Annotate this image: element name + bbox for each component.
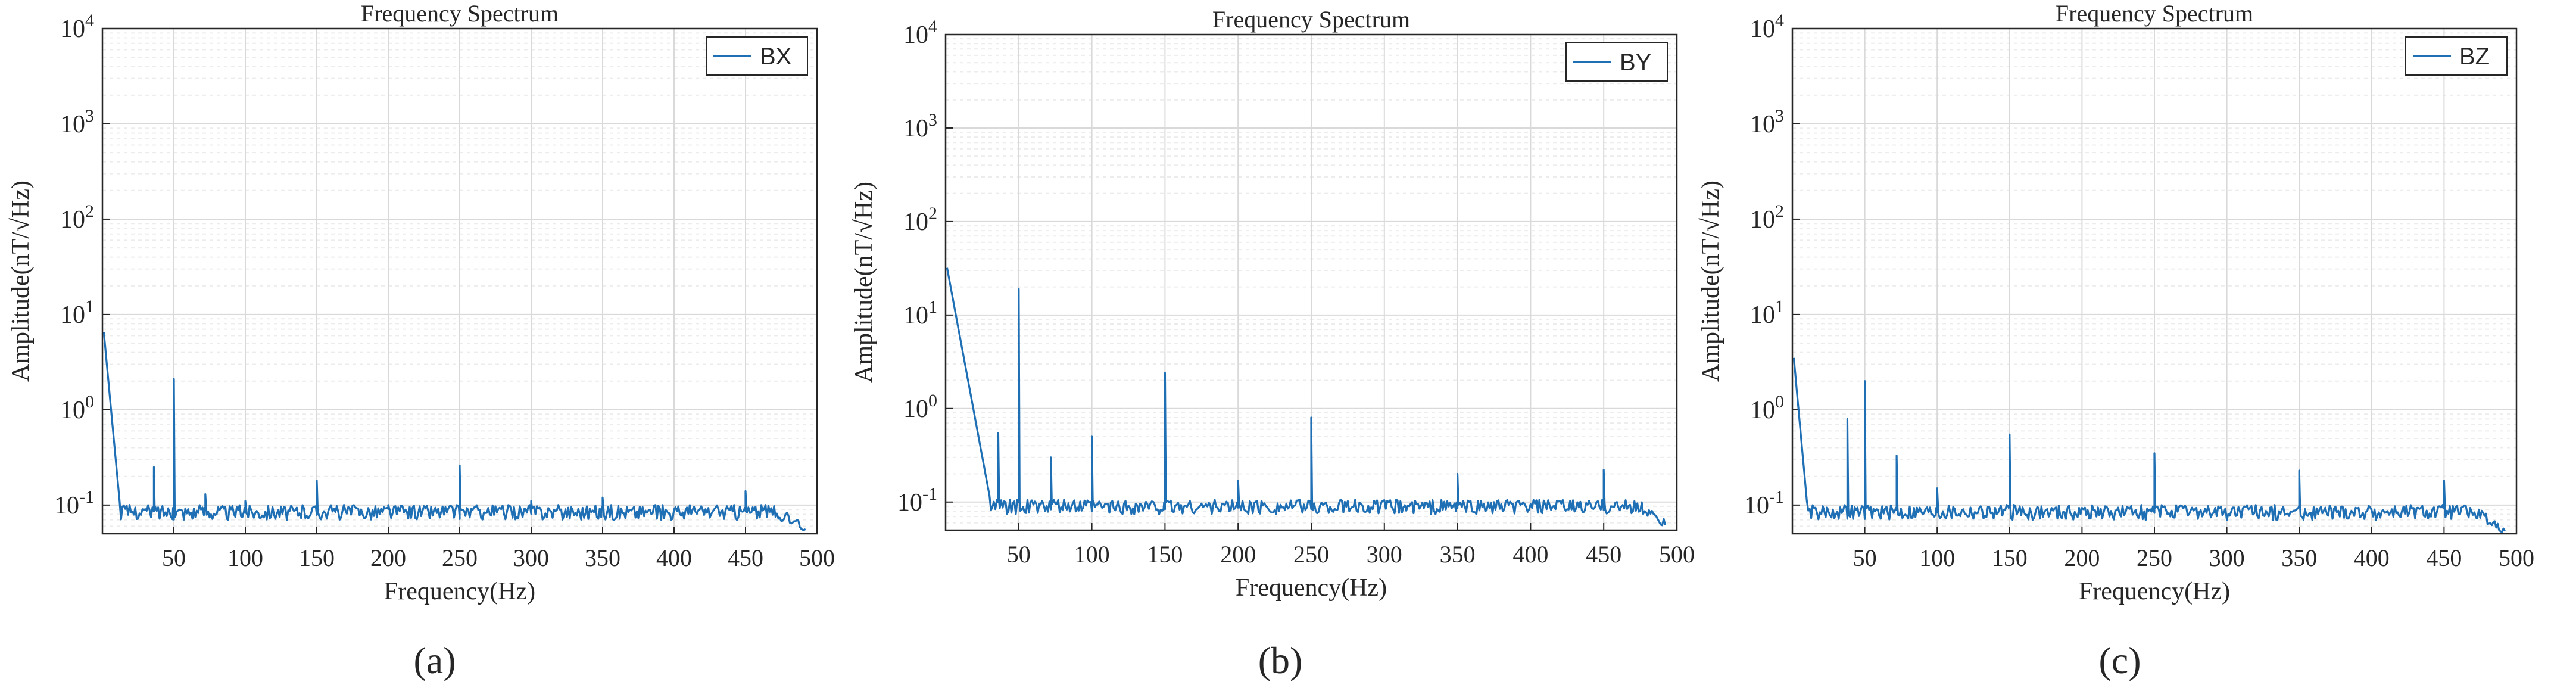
- legend-label: BZ: [2459, 43, 2490, 70]
- chart-title: Frequency Spectrum: [1212, 6, 1410, 33]
- y-tick-label: 10-1: [1744, 487, 1784, 519]
- x-tick-label: 200: [2064, 544, 2100, 571]
- axes-frame: [944, 33, 1678, 531]
- y-tick-label: 100: [60, 392, 94, 424]
- y-tick-label: 102: [60, 201, 94, 234]
- x-tick-label: 200: [1220, 541, 1256, 568]
- x-tick-label: 50: [162, 544, 186, 571]
- x-tick-label: 250: [2137, 544, 2172, 571]
- y-tick-label: 104: [60, 11, 94, 43]
- x-tick-label: 400: [656, 544, 692, 571]
- y-tick-label: 10-1: [54, 487, 94, 519]
- x-tick-label: 50: [1853, 544, 1877, 571]
- y-tick-label: 102: [1750, 201, 1784, 234]
- x-tick-label: 450: [1586, 541, 1621, 568]
- chart-panel-b: 50 100 150 200 250 300 350 400 450 500 10-1 100 101 1…: [850, 6, 1695, 602]
- x-tick-label: 350: [1440, 541, 1476, 568]
- y-tick-label: 102: [903, 204, 937, 236]
- y-axis-label: Amplitude(nT/√Hz): [1697, 180, 1724, 382]
- y-tick-label: 104: [1750, 11, 1784, 43]
- x-axis-label: Frequency(Hz): [1236, 574, 1387, 602]
- series-line-bz: [1792, 357, 2506, 533]
- x-axis-label: Frequency(Hz): [384, 578, 535, 605]
- series-line-by: [946, 267, 1666, 527]
- x-tick-label: 50: [1007, 541, 1031, 568]
- x-tick-label: 400: [1512, 541, 1548, 568]
- x-tick-label: 450: [728, 544, 763, 571]
- y-tick-label: 103: [903, 110, 937, 142]
- x-tick-label: 500: [799, 544, 835, 571]
- x-tick-label: 400: [2354, 544, 2390, 571]
- x-tick-label: 350: [585, 544, 620, 571]
- chart-title: Frequency Spectrum: [361, 0, 559, 27]
- x-tick-label: 350: [2281, 544, 2317, 571]
- x-tick-label: 250: [442, 544, 478, 571]
- x-tick-label: 500: [1659, 541, 1695, 568]
- x-tick-label: 200: [370, 544, 406, 571]
- legend-label: BY: [1620, 49, 1651, 76]
- legend-label: BX: [760, 43, 791, 70]
- y-tick-label: 100: [903, 391, 937, 423]
- x-tick-label: 100: [1074, 541, 1110, 568]
- panel-label-a: (a): [413, 639, 456, 681]
- y-tick-label: 10-1: [897, 484, 937, 516]
- y-tick-label: 103: [60, 106, 94, 138]
- chart-title: Frequency Spectrum: [2056, 0, 2253, 27]
- y-tick-label: 101: [60, 297, 94, 329]
- y-tick-label: 104: [903, 17, 937, 49]
- x-tick-label: 300: [513, 544, 549, 571]
- x-tick-label: 500: [2499, 544, 2534, 571]
- series-line-bx: [102, 332, 806, 531]
- panel-label-b: (b): [1258, 639, 1303, 681]
- x-tick-label: 150: [1147, 541, 1183, 568]
- panel-label-c: (c): [2098, 639, 2141, 681]
- y-tick-label: 101: [1750, 297, 1784, 329]
- x-tick-label: 300: [1367, 541, 1402, 568]
- y-tick-label: 100: [1750, 392, 1784, 424]
- x-tick-label: 300: [2209, 544, 2245, 571]
- y-axis-label: Amplitude(nT/√Hz): [7, 180, 35, 382]
- x-tick-label: 250: [1293, 541, 1329, 568]
- x-axis-label: Frequency(Hz): [2079, 578, 2230, 605]
- y-tick-label: 103: [1750, 106, 1784, 138]
- chart-panel-c: 50 100 150 200 250 300 350 400 450 500 10-1 100 101 1…: [1697, 0, 2534, 605]
- y-tick-label: 101: [903, 297, 937, 329]
- axes-frame: [1791, 27, 2518, 535]
- chart-panel-a: 50 100 150 200 250 300 350 400 450 500 10-1 100 101 1…: [7, 0, 835, 605]
- y-axis-label: Amplitude(nT/√Hz): [850, 182, 878, 383]
- x-tick-label: 100: [227, 544, 263, 571]
- x-tick-label: 100: [1919, 544, 1955, 571]
- x-tick-label: 450: [2426, 544, 2462, 571]
- axes-frame: [101, 27, 818, 535]
- x-tick-label: 150: [1992, 544, 2028, 571]
- x-tick-label: 150: [299, 544, 335, 571]
